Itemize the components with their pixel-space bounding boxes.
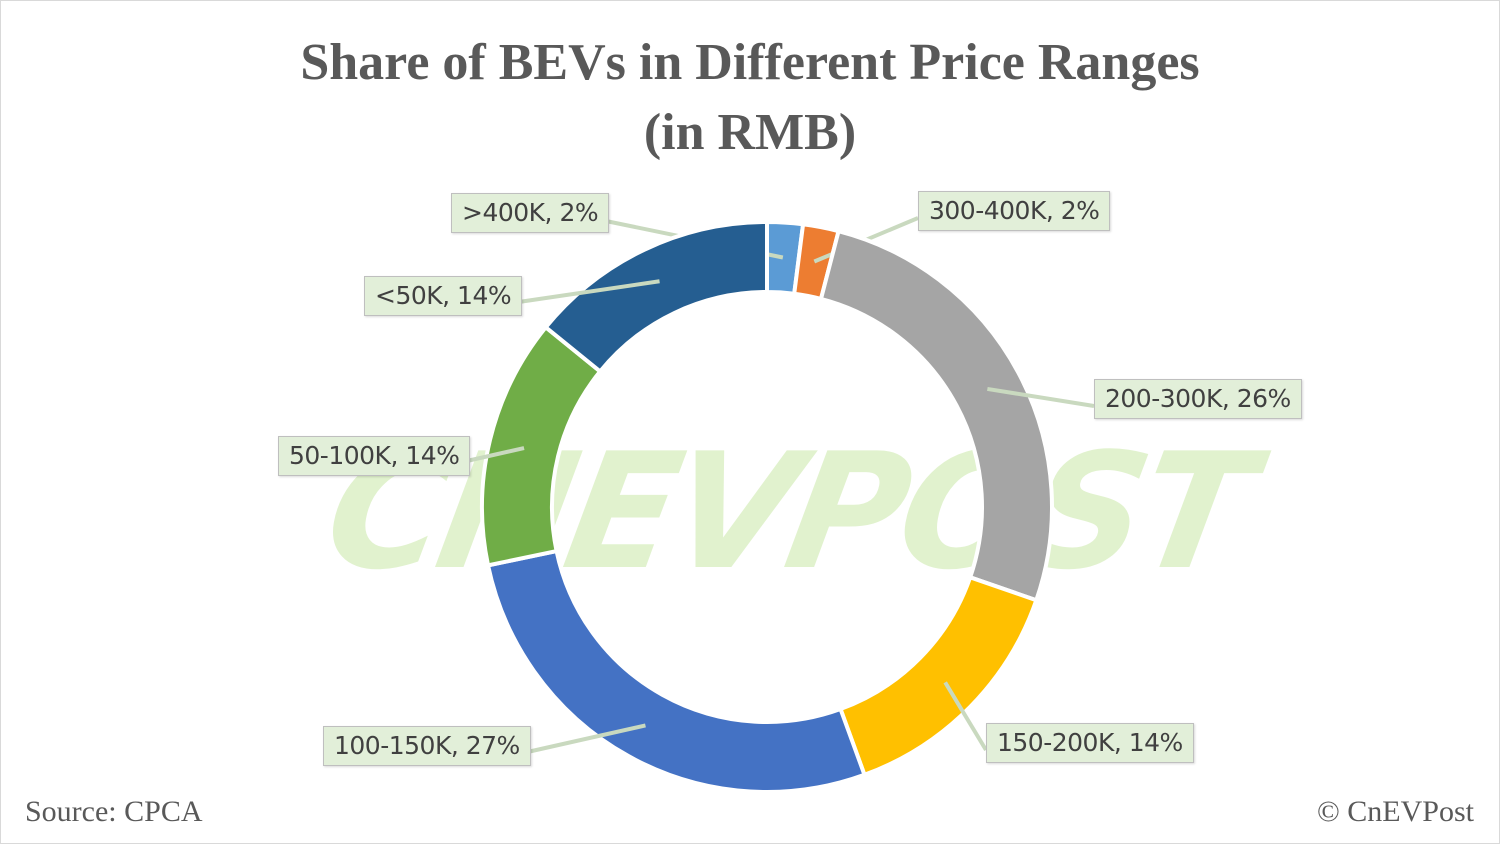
label-100-150k: 100-150K, 27% bbox=[323, 726, 531, 766]
label-200-300k: 200-300K, 26% bbox=[1094, 379, 1302, 419]
donut-segment-5 bbox=[480, 324, 603, 568]
leader-line-3 bbox=[943, 681, 988, 752]
label-lt50k: <50K, 14% bbox=[364, 276, 523, 316]
donut-segment-6 bbox=[542, 219, 769, 375]
leader-line-2 bbox=[987, 386, 1095, 408]
leader-line-4 bbox=[522, 723, 646, 755]
donut-segment-4 bbox=[485, 548, 868, 794]
chart-title: Share of BEVs in Different Price Ranges bbox=[300, 34, 1200, 91]
label-gt400k: >400K, 2% bbox=[451, 193, 610, 233]
donut-segment-2 bbox=[818, 228, 1054, 603]
leader-line-6 bbox=[511, 279, 660, 305]
source-note: Source: CPCA bbox=[25, 795, 203, 828]
copyright-note: © CnEVPost bbox=[1317, 795, 1474, 828]
label-300-400k: 300-400K, 2% bbox=[918, 191, 1111, 231]
label-150-200k: 150-200K, 14% bbox=[986, 723, 1194, 763]
label-50-100k: 50-100K, 14% bbox=[278, 436, 471, 476]
chart-subtitle: (in RMB) bbox=[643, 104, 857, 161]
